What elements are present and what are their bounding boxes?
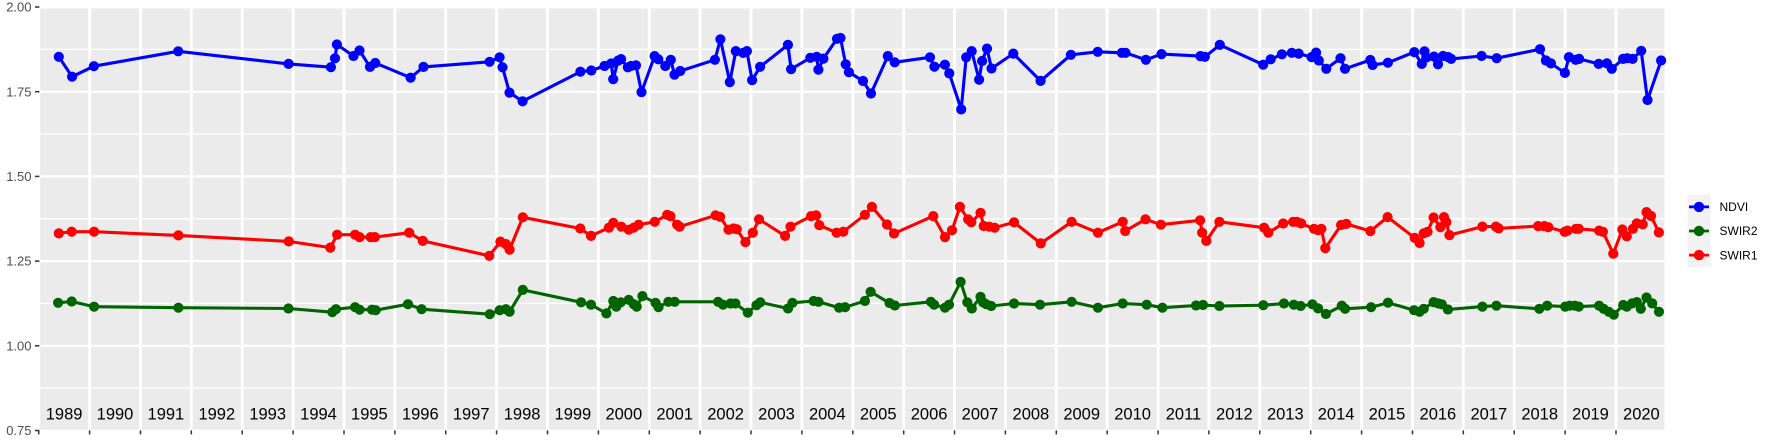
- svg-text:1993: 1993: [249, 406, 286, 424]
- svg-text:1989: 1989: [46, 406, 83, 424]
- svg-text:2009: 2009: [1063, 406, 1100, 424]
- svg-text:1.00: 1.00: [6, 338, 31, 353]
- svg-text:NDVI: NDVI: [1720, 200, 1749, 214]
- svg-text:1995: 1995: [351, 406, 388, 424]
- svg-text:2019: 2019: [1572, 406, 1609, 424]
- svg-text:1990: 1990: [97, 406, 134, 424]
- svg-text:2003: 2003: [758, 406, 795, 424]
- svg-text:1997: 1997: [453, 406, 490, 424]
- svg-text:2011: 2011: [1166, 406, 1201, 424]
- svg-text:2020: 2020: [1623, 406, 1660, 424]
- svg-text:2014: 2014: [1318, 406, 1355, 424]
- svg-text:2005: 2005: [860, 406, 897, 424]
- svg-text:2010: 2010: [1114, 406, 1151, 424]
- svg-text:0.75: 0.75: [6, 423, 31, 438]
- svg-text:2016: 2016: [1420, 406, 1457, 424]
- svg-text:2015: 2015: [1369, 406, 1406, 424]
- svg-text:1994: 1994: [300, 406, 337, 424]
- svg-text:2007: 2007: [962, 406, 999, 424]
- svg-text:1.75: 1.75: [6, 84, 31, 99]
- svg-text:2017: 2017: [1470, 406, 1507, 424]
- svg-text:1.25: 1.25: [6, 254, 31, 269]
- svg-text:2000: 2000: [605, 406, 642, 424]
- svg-text:1992: 1992: [198, 406, 235, 424]
- svg-text:1.50: 1.50: [6, 169, 31, 184]
- svg-text:SWIR2: SWIR2: [1720, 224, 1758, 238]
- svg-text:2.00: 2.00: [6, 0, 31, 15]
- svg-text:2008: 2008: [1013, 406, 1050, 424]
- svg-text:1991: 1991: [148, 406, 185, 424]
- svg-text:2013: 2013: [1267, 406, 1304, 424]
- svg-text:2012: 2012: [1216, 406, 1253, 424]
- svg-text:2018: 2018: [1521, 406, 1558, 424]
- svg-text:1996: 1996: [402, 406, 439, 424]
- svg-text:2001: 2001: [656, 406, 693, 424]
- svg-text:2004: 2004: [809, 406, 846, 424]
- svg-text:2006: 2006: [911, 406, 948, 424]
- svg-text:1999: 1999: [555, 406, 592, 424]
- svg-text:SWIR1: SWIR1: [1720, 248, 1758, 262]
- svg-text:1998: 1998: [504, 406, 541, 424]
- svg-text:2002: 2002: [707, 406, 744, 424]
